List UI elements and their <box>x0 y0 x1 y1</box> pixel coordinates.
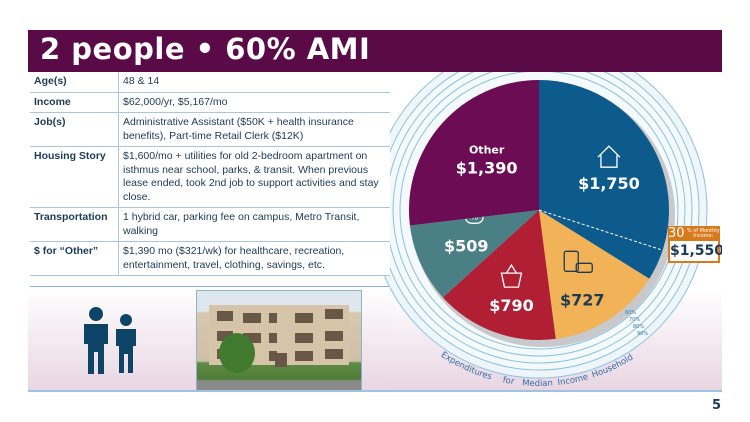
row-label: Transportation <box>30 207 119 242</box>
threshold-line <box>538 209 663 251</box>
slice-value-label: $727 <box>560 290 605 309</box>
row-label: $ for “Other” <box>30 241 119 276</box>
pie-slice <box>539 210 650 339</box>
people-icon <box>84 307 136 374</box>
row-value: $1,390 mo ($321/wk) for healthcare, recr… <box>118 241 390 276</box>
page-number: 5 <box>712 398 722 413</box>
ring-caption-word: for <box>502 375 516 387</box>
bus-car-icon <box>563 250 593 273</box>
row-label: Age(s) <box>30 72 119 93</box>
slice-value-label: $790 <box>489 296 534 315</box>
row-value: 48 & 14 <box>118 72 390 93</box>
slide-card: 2 people • 60% AMI $1,750$727$790$509%$1… <box>28 30 722 392</box>
row-label: Housing Story <box>30 146 119 208</box>
table-row: Income $62,000/yr, $5,167/mo <box>30 92 390 113</box>
row-label: Job(s) <box>30 112 119 147</box>
ring-label: 70% <box>629 317 640 323</box>
slice-value-label: $1,390 <box>456 159 518 178</box>
slice-name-label: Other <box>469 144 505 157</box>
table-row: $ for “Other” $1,390 mo ($321/wk) for hea… <box>30 241 390 276</box>
header-bar: 2 people • 60% AMI <box>28 30 722 72</box>
ring-label: 90% <box>637 331 648 337</box>
expenditure-pie-chart: $1,750$727$790$509%$1,390Other60%70%80%9… <box>370 41 708 389</box>
pie-slice <box>442 210 556 340</box>
table-row: Transportation 1 hybrid car, parking fee … <box>30 207 390 242</box>
grocery-basket-icon <box>500 263 523 288</box>
row-label: Income <box>30 92 119 113</box>
table-row: Job(s) Administrative Assistant ($50K + h… <box>30 112 390 147</box>
thirty-percent-callout: 30 % of Monthly Income: $1,550 <box>668 226 722 263</box>
profile-table: Age(s) 48 & 14 Income $62,000/yr, $5,167/mo… <box>30 72 390 276</box>
pie-slice <box>539 80 669 279</box>
ring-caption-word: Median <box>522 378 553 389</box>
row-value: $62,000/yr, $5,167/mo <box>118 92 390 113</box>
row-value: 1 hybrid car, parking fee on campus, Met… <box>118 207 390 242</box>
ring-label: 60% <box>625 310 636 316</box>
callout-text: % of Monthly Income: <box>686 227 720 239</box>
pie-slice <box>408 80 539 226</box>
table-row: Age(s) 48 & 14 <box>30 72 390 93</box>
row-value: Administrative Assistant ($50K + health … <box>118 112 390 147</box>
table-row: Housing Story $1,600/mo + utilities for o… <box>30 146 390 208</box>
slice-value-label: $1,750 <box>578 174 640 193</box>
slice-value-label: $509 <box>444 236 489 255</box>
apartment-photo <box>196 290 362 390</box>
callout-value: $1,550 <box>668 241 722 263</box>
bottom-panel <box>30 286 390 390</box>
callout-percent: 30 <box>668 226 685 241</box>
house-icon <box>597 145 621 168</box>
row-value: $1,600/mo + utilities for old 2-bedroom … <box>118 146 390 208</box>
ring-label: 80% <box>633 324 644 330</box>
page-title: 2 people • 60% AMI <box>40 32 371 66</box>
pie-slice <box>409 210 539 298</box>
